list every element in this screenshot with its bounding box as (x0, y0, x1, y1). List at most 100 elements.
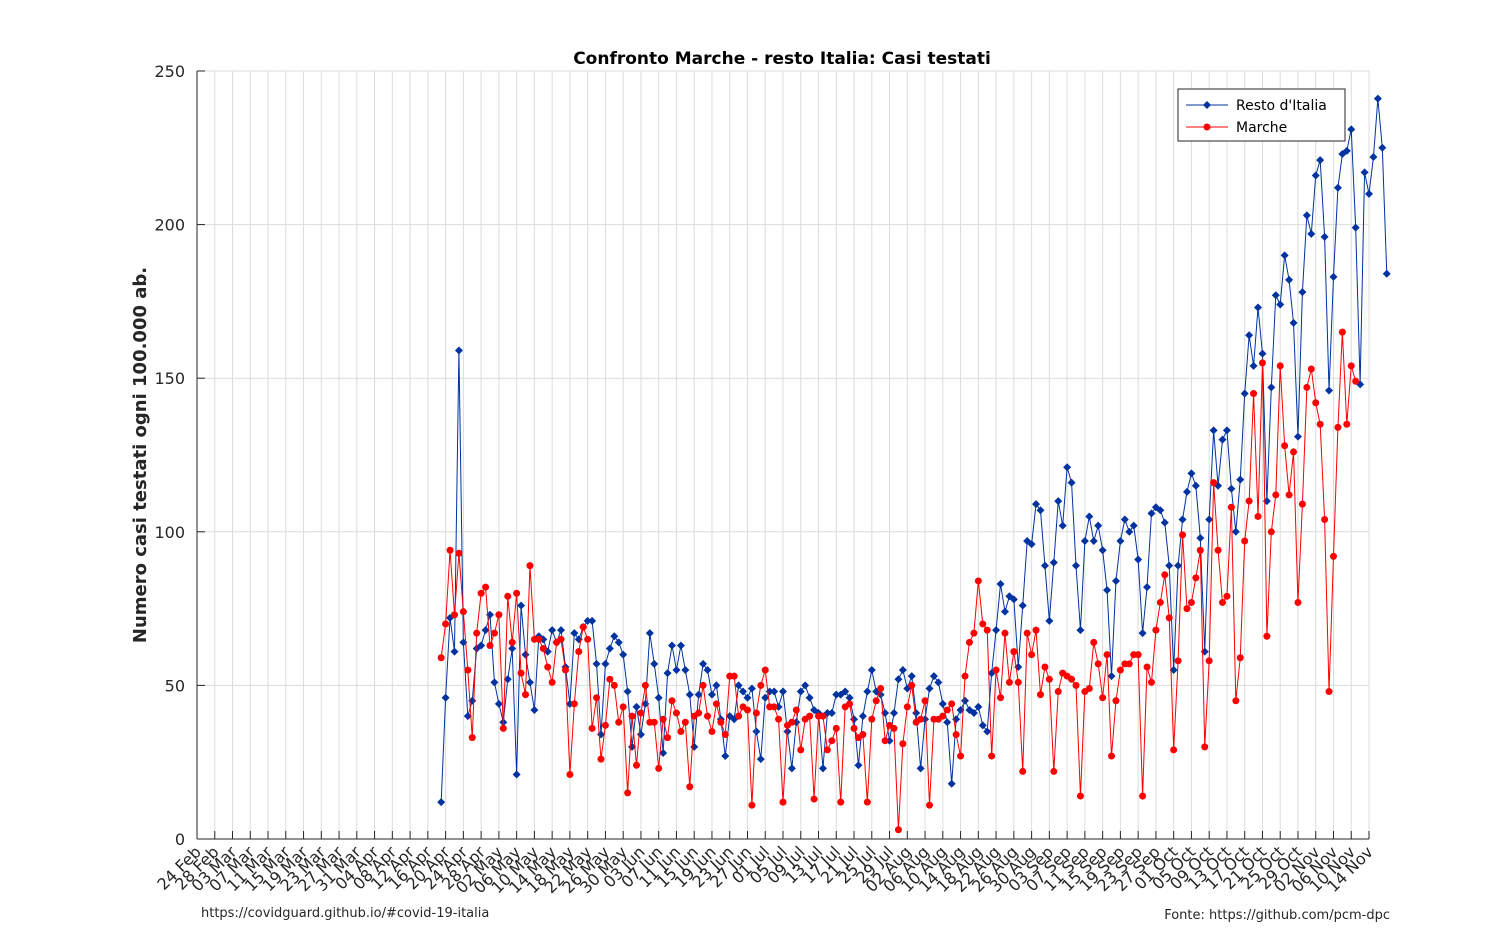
data-point (1160, 518, 1169, 527)
data-point (877, 684, 885, 692)
data-point (757, 681, 765, 689)
data-point (974, 577, 982, 585)
data-point (1307, 365, 1315, 373)
data-point (1281, 442, 1289, 450)
data-point (708, 727, 716, 735)
data-point (1139, 792, 1147, 800)
data-point (819, 712, 827, 720)
data-point (694, 690, 703, 699)
data-point (1289, 318, 1298, 327)
data-point (1258, 359, 1266, 367)
data-point (601, 721, 609, 729)
y-tick-label: 150 (154, 369, 185, 388)
data-point (1182, 487, 1191, 496)
data-point (1098, 546, 1107, 555)
data-point (535, 635, 543, 643)
data-point (1001, 629, 1009, 637)
data-point (1249, 361, 1258, 370)
data-point (655, 764, 663, 772)
data-point (854, 761, 863, 770)
data-point (1023, 629, 1031, 637)
data-point (752, 727, 761, 736)
data-point (486, 641, 494, 649)
data-point (952, 731, 960, 739)
data-point (787, 764, 796, 773)
data-point (606, 675, 614, 683)
data-point (1111, 576, 1120, 585)
data-point (446, 546, 454, 554)
data-point (1223, 592, 1231, 600)
data-point (632, 702, 641, 711)
data-point (1054, 497, 1063, 506)
data-point (623, 687, 632, 696)
data-point (503, 675, 512, 684)
data-point (805, 693, 814, 702)
data-point (1143, 583, 1152, 592)
data-point (1334, 423, 1342, 431)
data-point (739, 687, 748, 696)
data-point (735, 712, 743, 720)
data-point (899, 740, 907, 748)
data-point (530, 705, 539, 714)
data-point (601, 659, 610, 668)
data-point (1236, 654, 1244, 662)
data-point (481, 626, 490, 635)
data-point (810, 795, 818, 803)
data-point (1245, 331, 1254, 340)
data-point (1041, 663, 1049, 671)
data-point (704, 712, 712, 720)
data-point (1014, 678, 1022, 686)
data-point (845, 693, 854, 702)
data-point (677, 727, 685, 735)
data-point (1156, 598, 1164, 606)
data-point (1360, 168, 1369, 177)
series-layer (437, 94, 1391, 834)
data-point (1072, 681, 1080, 689)
data-point (1258, 349, 1267, 358)
data-point (770, 687, 779, 696)
data-point (858, 712, 867, 721)
data-point (992, 626, 1001, 635)
data-point (827, 709, 836, 718)
data-point (1316, 420, 1324, 428)
data-point (1178, 515, 1187, 524)
data-point (1365, 189, 1373, 198)
data-point (539, 645, 547, 653)
data-point (747, 684, 756, 693)
data-point (1205, 657, 1213, 665)
data-point (490, 678, 499, 687)
data-point (1019, 767, 1027, 775)
data-point (707, 690, 716, 699)
data-point (1165, 614, 1173, 622)
data-point (1183, 605, 1191, 613)
data-point (668, 641, 677, 650)
data-point (1254, 303, 1263, 312)
data-point (1085, 684, 1093, 692)
data-point (1165, 561, 1174, 570)
data-point (1240, 389, 1249, 398)
data-point (584, 635, 592, 643)
data-point (513, 589, 521, 597)
data-point (863, 798, 871, 806)
data-point (1107, 672, 1116, 681)
y-axis-label: Numero casi testati ogni 100.000 ab. (130, 267, 151, 643)
data-point (979, 620, 987, 628)
data-point (939, 712, 947, 720)
data-point (1085, 512, 1094, 521)
data-point (748, 801, 756, 809)
data-point (779, 798, 787, 806)
chart-title: Confronto Marche - resto Italia: Casi te… (573, 49, 991, 69)
data-point (863, 687, 872, 696)
data-point (872, 697, 880, 705)
data-point (654, 693, 663, 702)
data-point (1250, 390, 1258, 398)
data-point (1294, 598, 1302, 606)
data-point (463, 712, 472, 721)
data-point (1298, 288, 1307, 297)
data-point (566, 770, 574, 778)
data-point (1000, 607, 1009, 616)
data-point (570, 700, 578, 708)
data-point (1134, 555, 1143, 564)
data-point (508, 644, 517, 653)
